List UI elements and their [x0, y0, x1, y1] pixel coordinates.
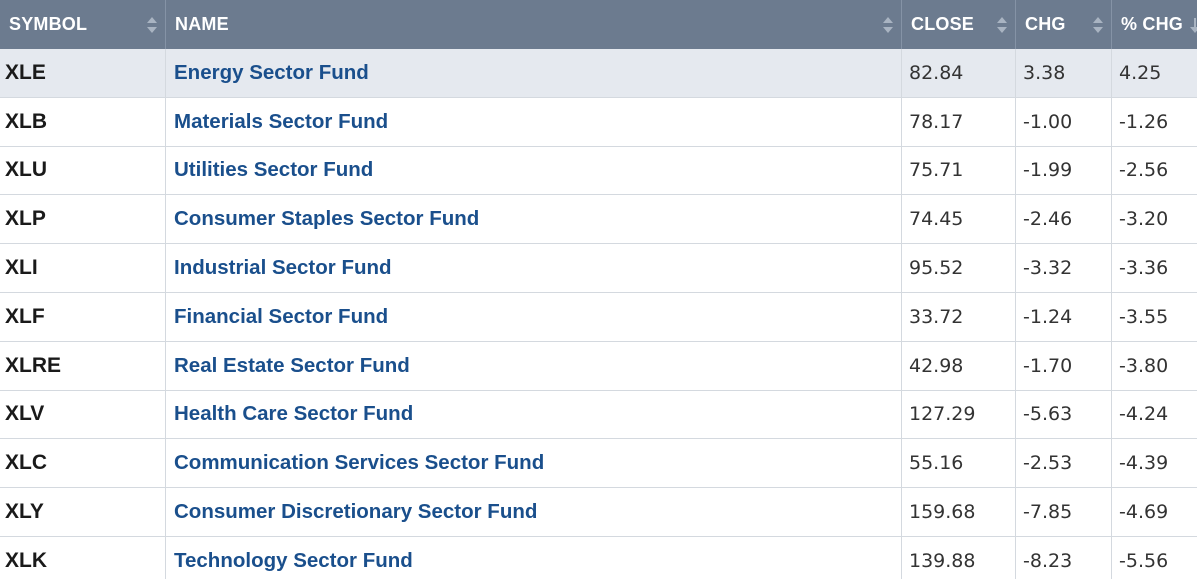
- table-row[interactable]: XLY Consumer Discretionary Sector Fund 159…: [0, 488, 1197, 537]
- fund-name-link[interactable]: Financial Sector Fund: [174, 304, 389, 328]
- close-cell: 42.98: [902, 341, 1016, 390]
- table-row[interactable]: XLV Health Care Sector Fund 127.29 -5.63 -4.…: [0, 390, 1197, 440]
- name-cell: Financial Sector Fund: [166, 292, 902, 341]
- name-cell: Technology Sector Fund: [166, 536, 902, 579]
- column-header-label: SYMBOL: [9, 14, 88, 34]
- chg-cell: -1.24: [1016, 292, 1112, 341]
- chg-cell: -1.99: [1016, 146, 1112, 195]
- column-header-label: CHG: [1025, 14, 1066, 34]
- name-cell: Energy Sector Fund: [166, 49, 902, 97]
- name-cell: Communication Services Sector Fund: [166, 439, 902, 488]
- fund-name-link[interactable]: Technology Sector Fund: [174, 548, 413, 572]
- chg-cell: -8.23: [1016, 536, 1112, 579]
- close-cell: 55.16: [902, 439, 1016, 488]
- symbol-cell: XLC: [0, 439, 166, 488]
- table-row[interactable]: XLB Materials Sector Fund 78.17 -1.00 -1.26: [0, 97, 1197, 147]
- table-row[interactable]: XLI Industrial Sector Fund 95.52 -3.32 -3.36: [0, 244, 1197, 293]
- symbol-cell: XLK: [0, 536, 166, 579]
- column-header-pct-chg[interactable]: % CHG: [1112, 0, 1197, 49]
- table-row[interactable]: XLC Communication Services Sector Fund 55.…: [0, 439, 1197, 489]
- sort-icon[interactable]: [146, 16, 158, 34]
- close-cell: 159.68: [902, 488, 1016, 536]
- fund-name-link[interactable]: Utilities Sector Fund: [174, 158, 374, 182]
- fund-name-link[interactable]: Real Estate Sector Fund: [174, 353, 410, 377]
- pct-chg-cell: -3.20: [1119, 208, 1169, 231]
- column-header-name[interactable]: NAME: [166, 0, 902, 49]
- chg-cell: -2.46: [1016, 195, 1112, 244]
- name-cell: Industrial Sector Fund: [166, 244, 902, 292]
- sort-icon[interactable]: [996, 16, 1008, 34]
- name-cell: Real Estate Sector Fund: [166, 341, 902, 390]
- sort-descending-icon[interactable]: [1189, 16, 1197, 34]
- symbol-cell: XLV: [0, 390, 166, 439]
- table-row[interactable]: XLU Utilities Sector Fund 75.71 -1.99 -2.56: [0, 146, 1197, 196]
- pct-chg-cell: -5.56: [1119, 549, 1169, 572]
- close-cell: 95.52: [902, 244, 1016, 292]
- pct-chg-cell: -4.24: [1119, 403, 1169, 426]
- column-header-label: % CHG: [1121, 14, 1184, 34]
- symbol-cell: XLB: [0, 97, 166, 146]
- pct-chg-cell: -3.36: [1119, 257, 1169, 280]
- column-header-chg[interactable]: CHG: [1016, 0, 1112, 49]
- name-cell: Health Care Sector Fund: [166, 390, 902, 439]
- close-cell: 74.45: [902, 195, 1016, 244]
- pct-chg-cell: 4.25: [1119, 61, 1162, 84]
- name-cell: Utilities Sector Fund: [166, 146, 902, 195]
- table-row[interactable]: XLRE Real Estate Sector Fund 42.98 -1.70 -3.…: [0, 341, 1197, 391]
- close-cell: 127.29: [902, 390, 1016, 439]
- close-cell: 82.84: [902, 49, 1016, 97]
- chg-cell: -1.70: [1016, 341, 1112, 390]
- fund-name-link[interactable]: Consumer Staples Sector Fund: [174, 207, 480, 231]
- fund-name-link[interactable]: Energy Sector Fund: [174, 60, 369, 84]
- pct-chg-cell: -1.26: [1119, 110, 1169, 133]
- name-cell: Consumer Staples Sector Fund: [166, 195, 902, 244]
- table-row[interactable]: XLF Financial Sector Fund 33.72 -1.24 -3.55: [0, 292, 1197, 342]
- pct-chg-cell: -3.80: [1119, 354, 1169, 377]
- pct-chg-cell: -3.55: [1119, 305, 1169, 328]
- pct-chg-cell: -4.39: [1119, 452, 1169, 475]
- fund-name-link[interactable]: Consumer Discretionary Sector Fund: [174, 500, 538, 524]
- fund-name-link[interactable]: Materials Sector Fund: [174, 109, 389, 133]
- close-cell: 139.88: [902, 536, 1016, 579]
- close-cell: 78.17: [902, 97, 1016, 146]
- symbol-cell: XLE: [0, 49, 166, 97]
- pct-chg-cell: -2.56: [1119, 159, 1169, 182]
- table-row[interactable]: XLE Energy Sector Fund 82.84 3.38 4.25: [0, 49, 1197, 98]
- symbol-cell: XLI: [0, 244, 166, 292]
- close-cell: 33.72: [902, 292, 1016, 341]
- chg-cell: -1.00: [1016, 97, 1112, 146]
- sort-icon[interactable]: [1092, 16, 1104, 34]
- chg-cell: -5.63: [1016, 390, 1112, 439]
- column-header-label: NAME: [175, 14, 229, 34]
- symbol-cell: XLU: [0, 146, 166, 195]
- chg-cell: 3.38: [1016, 49, 1112, 97]
- table-row[interactable]: XLK Technology Sector Fund 139.88 -8.23 -5.5…: [0, 536, 1197, 579]
- name-cell: Materials Sector Fund: [166, 97, 902, 146]
- fund-name-link[interactable]: Industrial Sector Fund: [174, 256, 392, 280]
- fund-name-link[interactable]: Health Care Sector Fund: [174, 402, 414, 426]
- chg-cell: -7.85: [1016, 488, 1112, 536]
- close-cell: 75.71: [902, 146, 1016, 195]
- symbol-cell: XLP: [0, 195, 166, 244]
- pct-chg-cell: -4.69: [1119, 501, 1169, 524]
- chg-cell: -2.53: [1016, 439, 1112, 488]
- table-header: SYMBOL NAME CLOSE CHG % CHG: [0, 0, 1197, 49]
- symbol-cell: XLF: [0, 292, 166, 341]
- symbol-cell: XLY: [0, 488, 166, 536]
- column-header-close[interactable]: CLOSE: [902, 0, 1016, 49]
- column-header-label: CLOSE: [911, 14, 975, 34]
- fund-name-link[interactable]: Communication Services Sector Fund: [174, 451, 545, 475]
- name-cell: Consumer Discretionary Sector Fund: [166, 488, 902, 536]
- column-header-symbol[interactable]: SYMBOL: [0, 0, 166, 49]
- table-body: XLE Energy Sector Fund 82.84 3.38 4.25 XLB Mat…: [0, 49, 1197, 579]
- table-row[interactable]: XLP Consumer Staples Sector Fund 74.45 -2.4…: [0, 195, 1197, 245]
- symbol-cell: XLRE: [0, 341, 166, 390]
- chg-cell: -3.32: [1016, 244, 1112, 292]
- sort-icon[interactable]: [882, 16, 894, 34]
